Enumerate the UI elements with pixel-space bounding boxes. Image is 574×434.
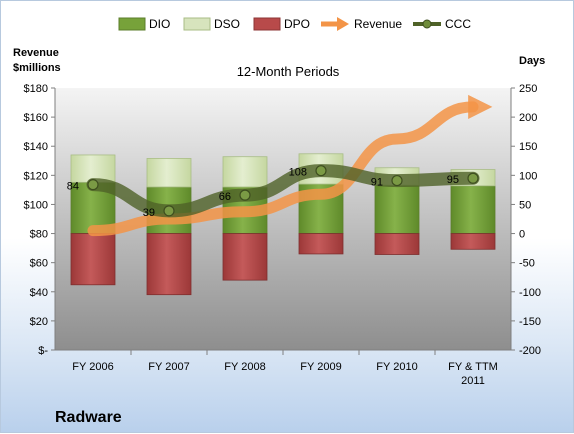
ccc-data-label-4: 91 — [371, 177, 383, 189]
left-tick-label-6: $120 — [24, 170, 48, 182]
plot-area — [55, 88, 511, 350]
legend-swatch-dpo — [254, 18, 280, 30]
legend-label-dso: DSO — [214, 17, 240, 31]
right-axis-label: Days — [519, 55, 545, 67]
legend-swatch-dso — [184, 18, 210, 30]
x-tick-label-4: FY 2010 — [376, 361, 417, 373]
bar-dio-5 — [451, 186, 495, 234]
left-tick-label-0: $- — [38, 345, 48, 357]
ccc-data-label-5: 95 — [447, 174, 459, 186]
left-tick-label-8: $160 — [24, 112, 48, 124]
bar-dpo-4 — [375, 234, 419, 255]
x-tick-label-3: FY 2009 — [300, 361, 341, 373]
bar-dso-1 — [147, 158, 191, 187]
x-tick-label-0: FY 2006 — [72, 361, 113, 373]
left-axis-label-line1: Revenue — [13, 47, 59, 59]
ccc-data-label-0: 84 — [67, 181, 79, 193]
right-tick-label-5: 50 — [519, 199, 531, 211]
ccc-data-label-1: 39 — [143, 207, 155, 219]
left-tick-label-5: $100 — [24, 199, 48, 211]
x-tick-label-5-line2: 2011 — [461, 375, 485, 387]
left-axis-label-line2: $millions — [13, 62, 61, 74]
chart-title: 12-Month Periods — [237, 64, 340, 79]
right-tick-label-8: 200 — [519, 112, 537, 124]
left-tick-label-9: $180 — [24, 83, 48, 95]
left-tick-label-1: $20 — [30, 316, 48, 328]
ccc-point-2 — [240, 190, 250, 200]
x-tick-label-1: FY 2007 — [148, 361, 189, 373]
right-tick-label-9: 250 — [519, 83, 537, 95]
ccc-point-4 — [392, 176, 402, 186]
legend-label-revenue: Revenue — [354, 17, 402, 31]
ccc-point-3 — [316, 166, 326, 176]
ccc-data-label-2: 66 — [219, 191, 231, 203]
legend: DIO DSO DPO Revenue CCC — [119, 17, 471, 31]
legend-swatch-ccc — [413, 20, 441, 28]
left-tick-label-7: $140 — [24, 141, 48, 153]
right-tick-label-2: -100 — [519, 287, 541, 299]
ccc-point-5 — [468, 173, 478, 183]
left-tick-label-4: $80 — [30, 229, 48, 241]
bar-dpo-0 — [71, 234, 115, 285]
right-tick-label-3: -50 — [519, 258, 535, 270]
right-tick-label-7: 150 — [519, 141, 537, 153]
ccc-data-label-3: 108 — [289, 167, 307, 179]
legend-swatch-revenue — [321, 17, 349, 31]
legend-label-ccc: CCC — [445, 17, 471, 31]
legend-swatch-dio — [119, 18, 145, 30]
left-tick-label-2: $40 — [30, 287, 48, 299]
bar-dpo-2 — [223, 234, 267, 281]
x-tick-label-5: FY & TTM — [448, 361, 498, 373]
bar-dpo-5 — [451, 234, 495, 250]
bar-dio-4 — [375, 185, 419, 233]
x-tick-label-2: FY 2008 — [224, 361, 265, 373]
ccc-point-1 — [164, 206, 174, 216]
legend-label-dpo: DPO — [284, 17, 310, 31]
bar-dso-2 — [223, 157, 267, 187]
company-label: Radware — [55, 409, 122, 426]
ccc-point-0 — [88, 180, 98, 190]
right-tick-label-1: -150 — [519, 316, 541, 328]
right-tick-label-4: 0 — [519, 229, 525, 241]
bar-dpo-3 — [299, 234, 343, 254]
right-tick-label-6: 100 — [519, 170, 537, 182]
left-tick-label-3: $60 — [30, 258, 48, 270]
right-tick-label-0: -200 — [519, 345, 541, 357]
bar-dpo-1 — [147, 234, 191, 295]
legend-label-dio: DIO — [149, 17, 170, 31]
